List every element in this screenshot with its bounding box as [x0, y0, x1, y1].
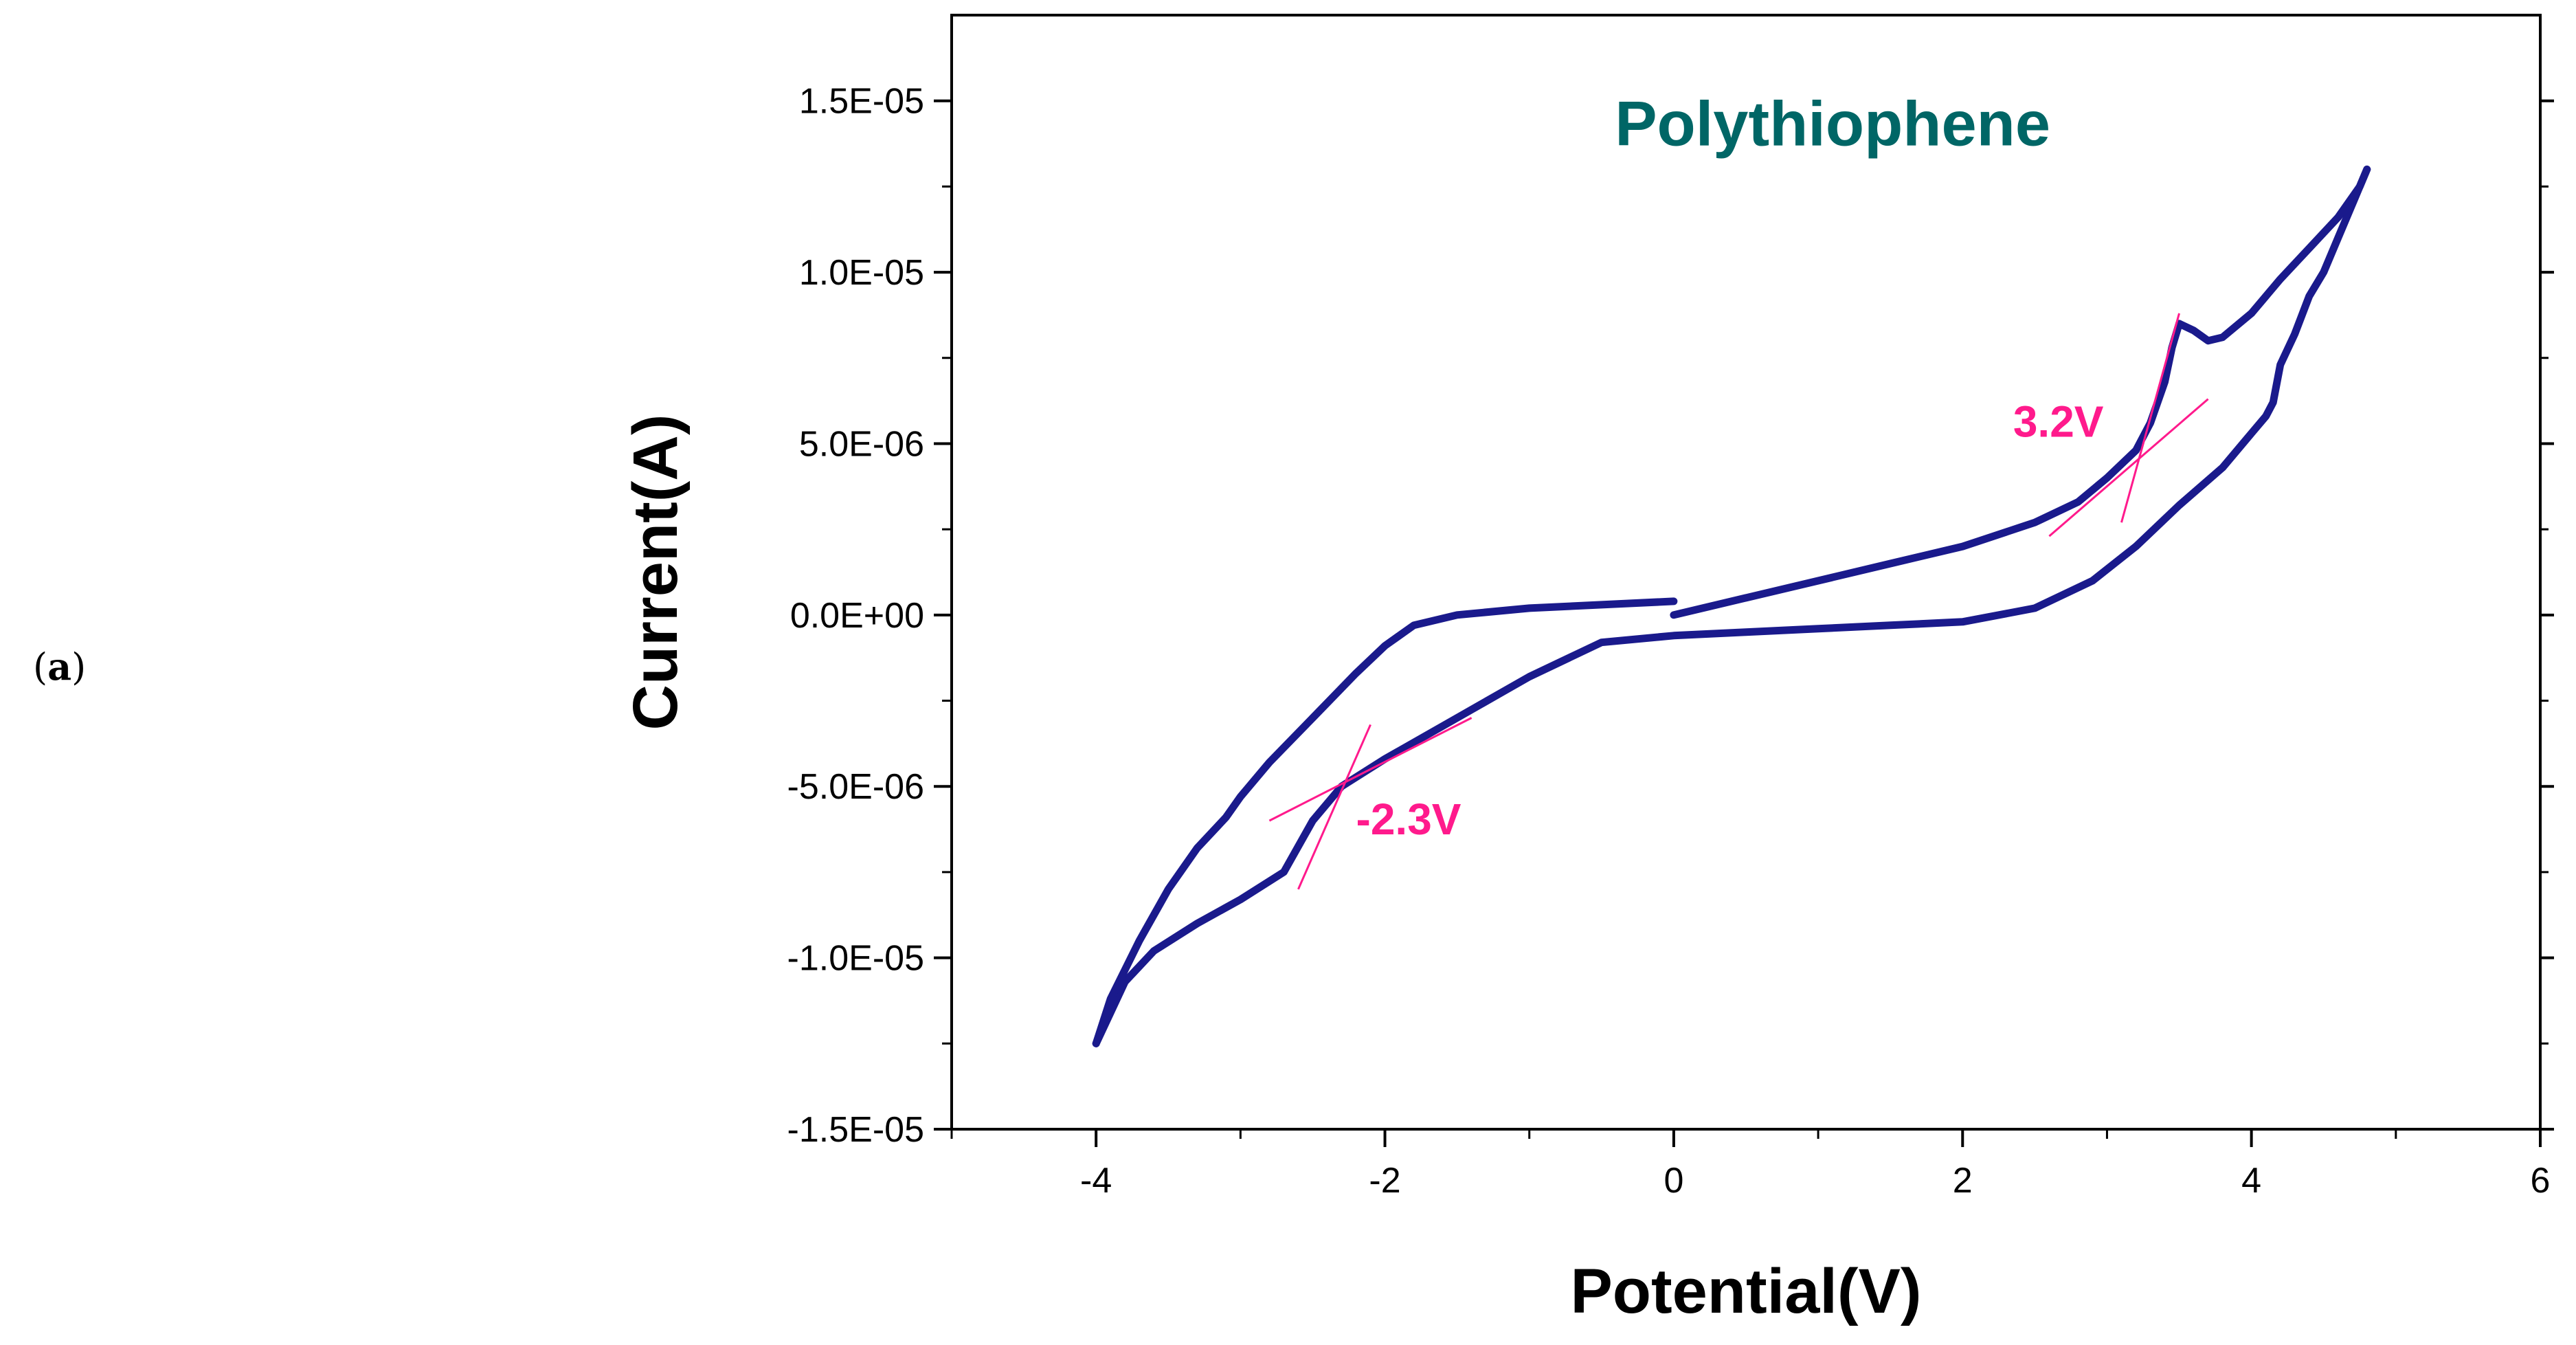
y-tick-label: -1.0E-05	[787, 939, 924, 979]
chart-title: Polythiophene	[1615, 89, 2050, 159]
tangent-layer	[1268, 313, 2209, 890]
labels-layer: Polythiophene Potential(V) Current(A)	[620, 89, 2050, 1326]
onset-potential-label: 3.2V	[2013, 397, 2104, 446]
y-tick-label: 0.0E+00	[790, 596, 924, 636]
ticks-layer: -4 -2 0 2 4 6 -1.5E-05 -1.0E-05 -5.0E-06 0.0E+00 5…	[787, 82, 2554, 1201]
y-tick-label: 1.5E-05	[799, 82, 924, 122]
onset-potential-label: -2.3V	[1356, 794, 1461, 844]
cv-curve-forward-scan	[1670, 165, 2371, 619]
tangent-line	[1297, 724, 1371, 890]
tangent-line	[2048, 398, 2209, 537]
x-tick-label: -2	[1369, 1161, 1400, 1201]
cv-curve-return-scan	[1092, 597, 1678, 1047]
y-tick-label: 5.0E-06	[799, 424, 924, 464]
x-tick-label: 6	[2531, 1161, 2551, 1201]
plot-border	[950, 14, 2542, 1131]
series-layer	[1092, 165, 2371, 1047]
x-tick-label: 4	[2241, 1161, 2261, 1201]
y-tick-label: -5.0E-06	[787, 767, 924, 807]
annotation-layer: 3.2V -2.3V	[1356, 397, 2104, 844]
x-tick-label: 2	[1953, 1161, 1973, 1201]
x-tick-label: -4	[1080, 1161, 1112, 1201]
x-axis-title: Potential(V)	[1570, 1256, 1921, 1326]
panel-letter: a	[47, 645, 72, 689]
x-tick-label: 0	[1664, 1161, 1683, 1201]
y-axis-title: Current(A)	[620, 414, 691, 731]
y-tick-label: 1.0E-05	[799, 253, 924, 293]
cv-curve-reverse-scan	[1092, 165, 2371, 1047]
tangent-line	[2120, 313, 2180, 523]
panel-label: (a)	[33, 645, 87, 689]
y-tick-label: -1.5E-05	[787, 1110, 924, 1150]
tangent-line	[1268, 717, 1472, 822]
plot-frame	[950, 14, 2542, 1131]
